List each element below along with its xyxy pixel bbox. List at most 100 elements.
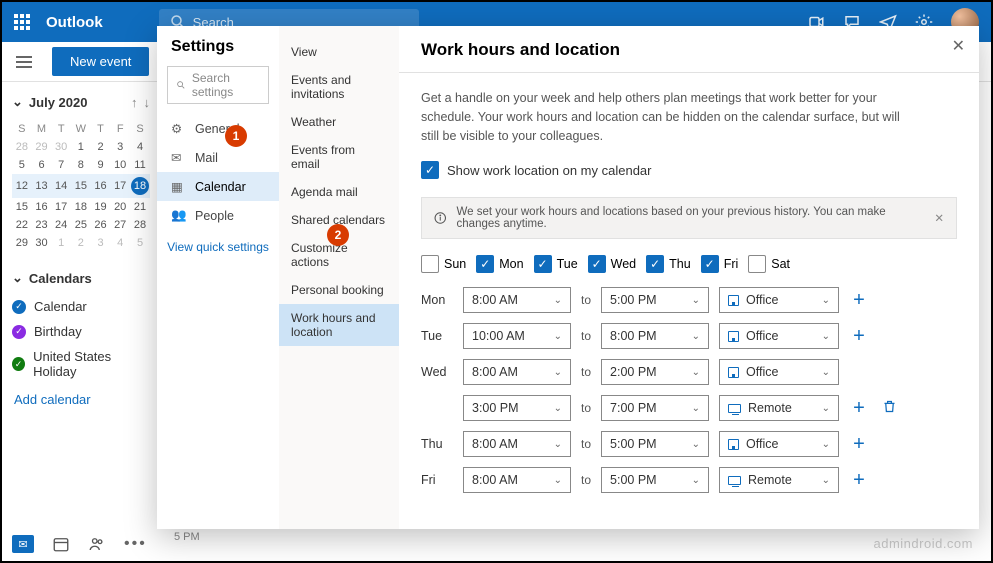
location-select[interactable]: Office⌄ [719,431,839,457]
start-time-select[interactable]: 8:00 AM⌄ [463,431,571,457]
subnav-item[interactable]: Events from email [279,136,399,178]
settings-search-input[interactable]: Search settings [167,66,269,104]
calendar-day[interactable]: 2 [71,234,91,252]
show-location-checkbox[interactable]: ✓ Show work location on my calendar [421,161,957,179]
calendar-day[interactable]: 15 [71,174,91,198]
day-checkbox-sat[interactable]: Sat [748,255,790,273]
calendar-day[interactable]: 6 [32,156,52,174]
subnav-item[interactable]: Events and invitations [279,66,399,108]
calendar-day[interactable]: 5 [12,156,32,174]
next-month-icon[interactable]: ↓ [144,95,151,110]
add-slot-icon[interactable]: + [849,433,869,456]
calendar-day[interactable]: 17 [110,174,130,198]
calendar-day[interactable]: 3 [110,138,130,156]
calendar-day[interactable]: 16 [32,198,52,216]
settings-nav-people[interactable]: 👥People [157,201,279,230]
day-checkbox-wed[interactable]: ✓Wed [588,255,636,273]
start-time-select[interactable]: 8:00 AM⌄ [463,467,571,493]
calendars-heading[interactable]: ⌄Calendars [12,270,150,286]
subnav-item[interactable]: Agenda mail [279,178,399,206]
prev-month-icon[interactable]: ↑ [131,95,138,110]
calendar-day[interactable]: 3 [91,234,111,252]
calendar-list-item[interactable]: ✓United States Holiday [12,344,150,384]
calendar-day[interactable]: 22 [12,216,32,234]
subnav-item[interactable]: Personal booking [279,276,399,304]
calendar-day[interactable]: 16 [91,174,111,198]
add-slot-icon[interactable]: + [849,469,869,492]
end-time-select[interactable]: 7:00 PM⌄ [601,395,709,421]
mini-calendar[interactable]: SMTWTFS 28293012345678910111213141516171… [12,120,150,252]
calendar-day[interactable]: 11 [130,156,150,174]
settings-nav-calendar[interactable]: ▦Calendar [157,172,279,201]
calendar-day[interactable]: 19 [91,198,111,216]
calendar-day[interactable]: 23 [32,216,52,234]
calendar-day[interactable]: 27 [110,216,130,234]
app-launcher-icon[interactable] [14,14,30,30]
location-select[interactable]: Office⌄ [719,359,839,385]
calendar-day[interactable]: 25 [71,216,91,234]
calendar-day[interactable]: 4 [130,138,150,156]
close-icon[interactable]: ✕ [952,36,965,56]
calendar-day[interactable]: 17 [51,198,71,216]
subnav-item[interactable]: View [279,38,399,66]
subnav-item[interactable]: Weather [279,108,399,136]
subnav-item[interactable]: Work hours and location [279,304,399,346]
day-checkbox-fri[interactable]: ✓Fri [701,255,739,273]
calendar-list-item[interactable]: ✓Birthday [12,319,150,344]
mail-module-icon[interactable]: ✉ [12,535,34,553]
location-select[interactable]: Remote⌄ [719,467,839,493]
people-module-icon[interactable] [88,535,106,553]
start-time-select[interactable]: 10:00 AM⌄ [463,323,571,349]
location-select[interactable]: Office⌄ [719,323,839,349]
calendar-day[interactable]: 20 [110,198,130,216]
chevron-down-icon[interactable]: ⌄ [12,94,23,110]
calendar-module-icon[interactable] [52,535,70,553]
calendar-day[interactable]: 29 [32,138,52,156]
start-time-select[interactable]: 3:00 PM⌄ [463,395,571,421]
calendar-day[interactable]: 15 [12,198,32,216]
calendar-day[interactable]: 2 [91,138,111,156]
add-calendar-link[interactable]: Add calendar [12,384,150,407]
calendar-day[interactable]: 5 [130,234,150,252]
add-slot-icon[interactable]: + [849,397,869,420]
start-time-select[interactable]: 8:00 AM⌄ [463,359,571,385]
nav-toggle-icon[interactable] [16,56,32,68]
end-time-select[interactable]: 2:00 PM⌄ [601,359,709,385]
end-time-select[interactable]: 8:00 PM⌄ [601,323,709,349]
start-time-select[interactable]: 8:00 AM⌄ [463,287,571,313]
calendar-day[interactable]: 30 [51,138,71,156]
calendar-day[interactable]: 30 [32,234,52,252]
calendar-day[interactable]: 12 [12,174,32,198]
calendar-list-item[interactable]: ✓Calendar [12,294,150,319]
calendar-day[interactable]: 18 [71,198,91,216]
calendar-day[interactable]: 28 [12,138,32,156]
settings-nav-mail[interactable]: ✉Mail [157,143,279,172]
end-time-select[interactable]: 5:00 PM⌄ [601,467,709,493]
calendar-day[interactable]: 7 [51,156,71,174]
add-slot-icon[interactable]: + [849,325,869,348]
location-select[interactable]: Remote⌄ [719,395,839,421]
calendar-day[interactable]: 26 [91,216,111,234]
calendar-day[interactable]: 1 [71,138,91,156]
delete-slot-icon[interactable] [879,399,899,417]
new-event-button[interactable]: New event [52,47,149,76]
quick-settings-link[interactable]: View quick settings [157,230,279,264]
day-checkbox-tue[interactable]: ✓Tue [534,255,578,273]
more-modules-icon[interactable]: ••• [124,535,147,553]
location-select[interactable]: Office⌄ [719,287,839,313]
calendar-day[interactable]: 21 [130,198,150,216]
calendar-day[interactable]: 8 [71,156,91,174]
day-checkbox-sun[interactable]: Sun [421,255,466,273]
calendar-day[interactable]: 4 [110,234,130,252]
calendar-day[interactable]: 9 [91,156,111,174]
settings-nav-general[interactable]: ⚙General [157,114,279,143]
calendar-day[interactable]: 13 [32,174,52,198]
calendar-day[interactable]: 1 [51,234,71,252]
end-time-select[interactable]: 5:00 PM⌄ [601,431,709,457]
day-checkbox-thu[interactable]: ✓Thu [646,255,691,273]
day-checkbox-mon[interactable]: ✓Mon [476,255,523,273]
end-time-select[interactable]: 5:00 PM⌄ [601,287,709,313]
calendar-day[interactable]: 28 [130,216,150,234]
add-slot-icon[interactable]: + [849,289,869,312]
dismiss-banner-icon[interactable]: ✕ [934,211,944,225]
